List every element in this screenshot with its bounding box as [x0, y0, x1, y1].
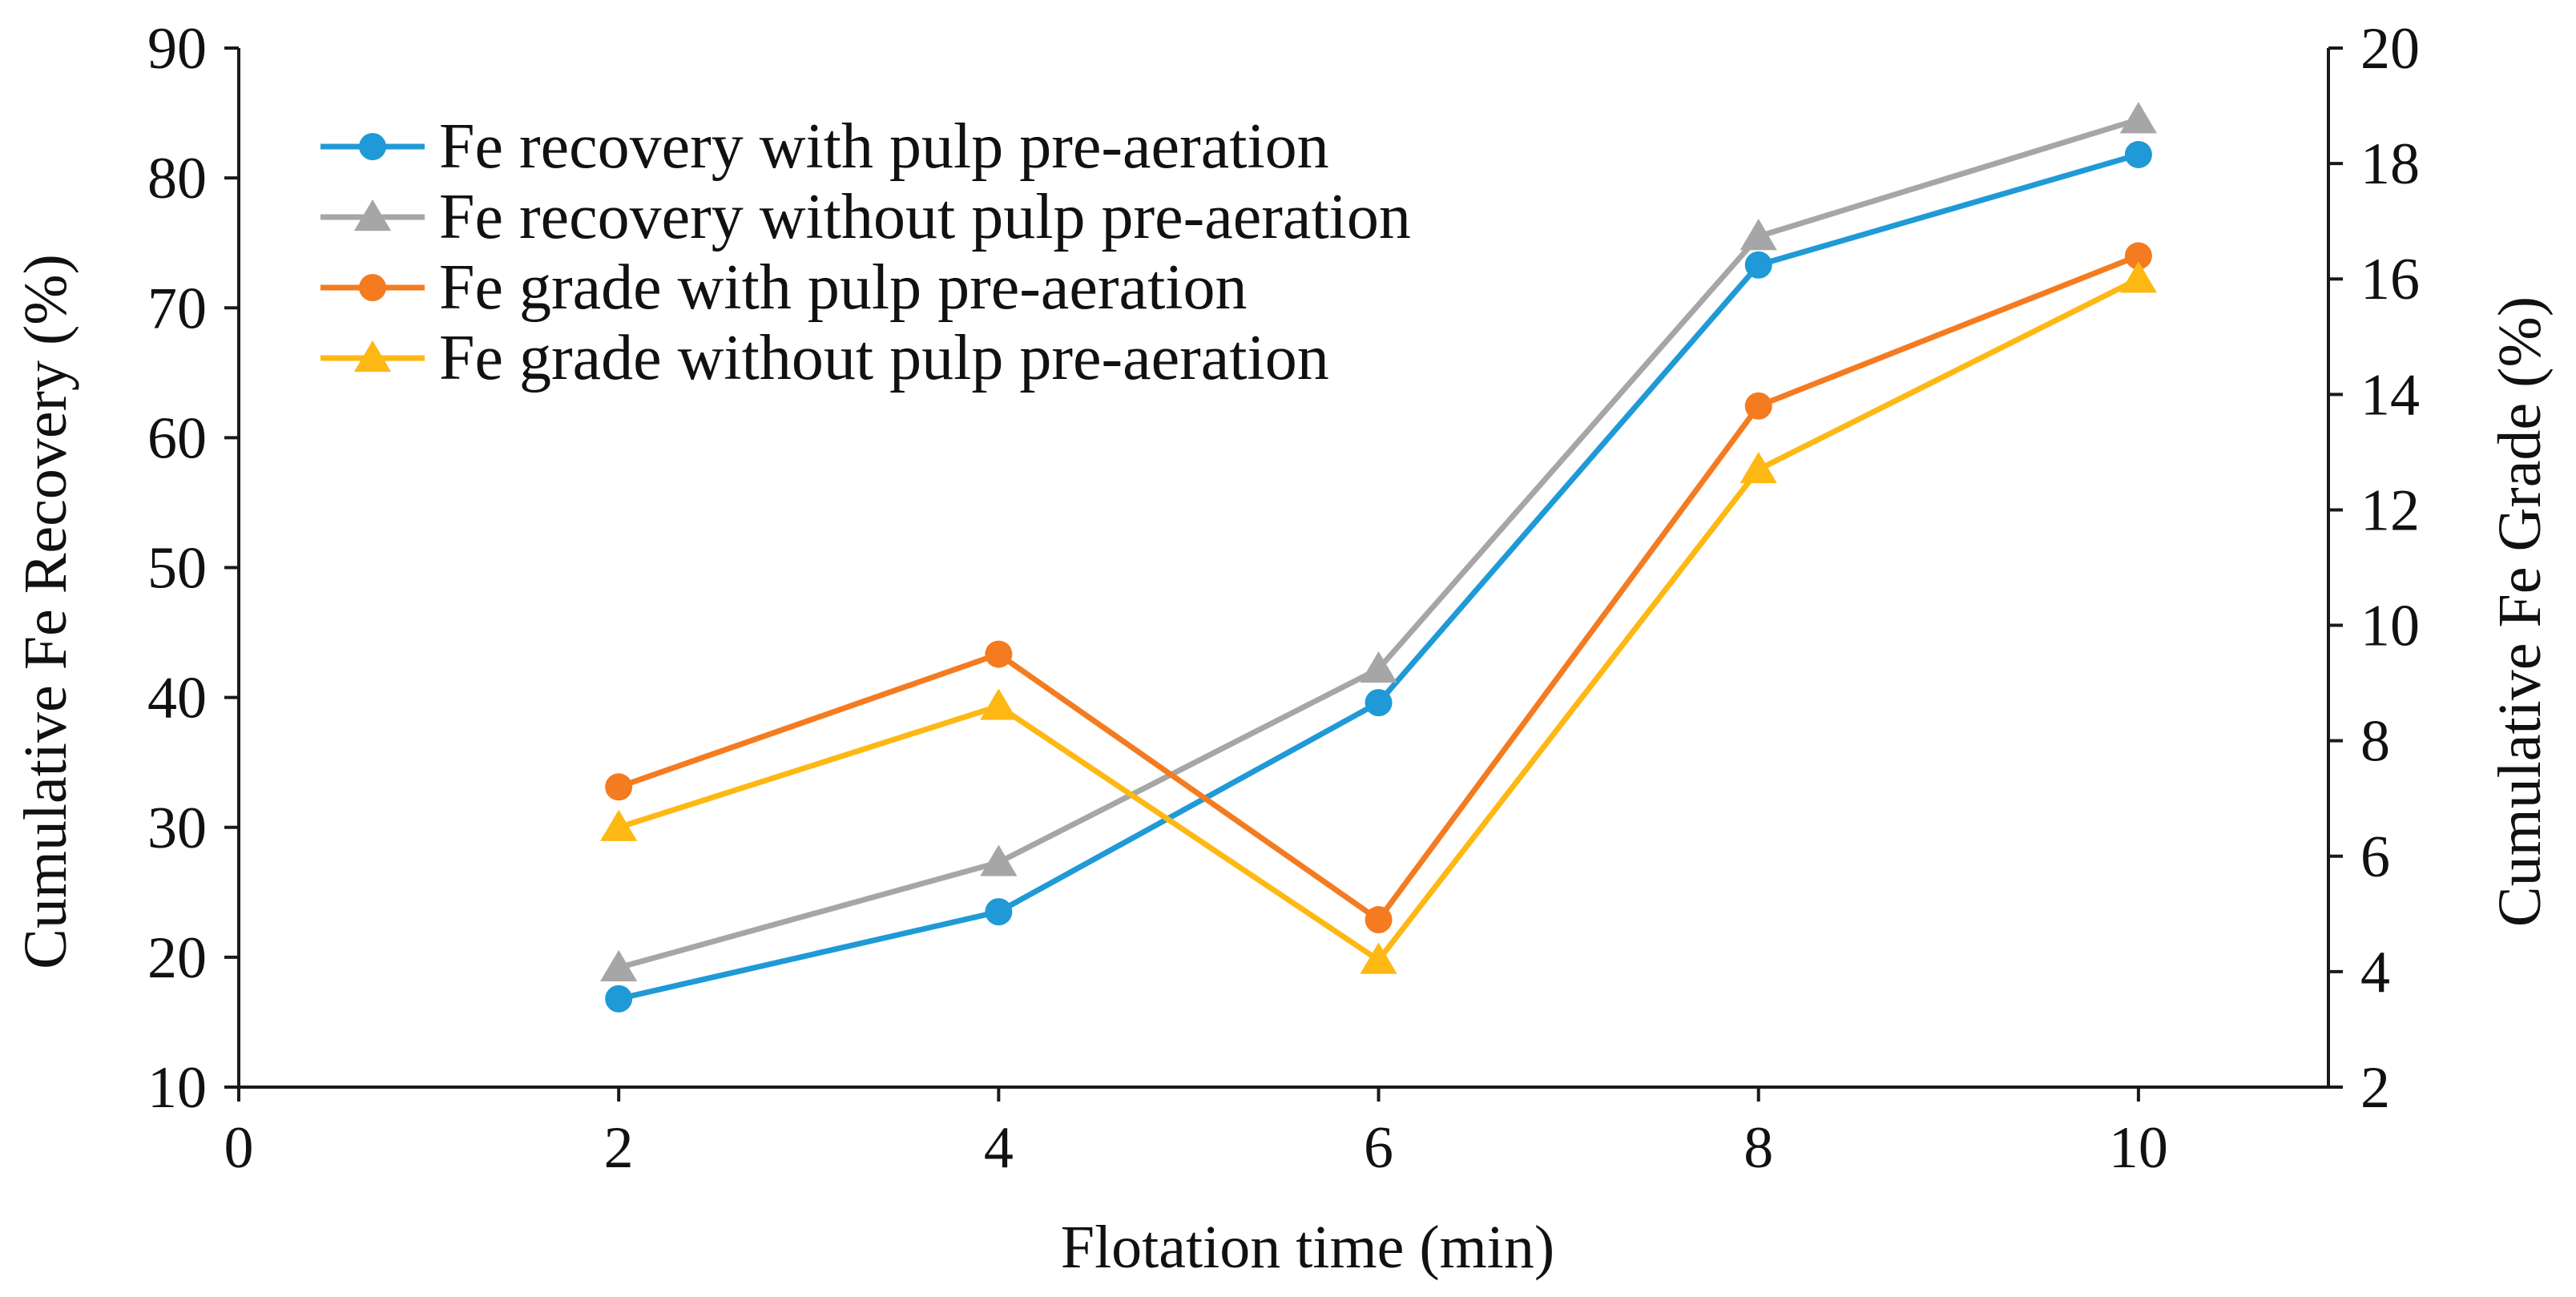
x-tick-label: 4 — [984, 1115, 1014, 1181]
x-tick-label: 2 — [604, 1115, 634, 1181]
data-point — [2119, 261, 2158, 293]
data-point — [2124, 140, 2152, 168]
data-point — [980, 688, 1018, 720]
data-point — [985, 640, 1013, 668]
legend-item: Fe grade without pulp pre-aeration — [320, 323, 1329, 393]
y-left-tick-label: 60 — [147, 405, 207, 471]
data-point — [1744, 251, 1772, 279]
x-axis-title: Flotation time (min) — [1061, 1214, 1554, 1281]
data-point — [985, 898, 1013, 926]
y-axis-left-title: Cumulative Fe Recovery (%) — [12, 254, 79, 969]
y-left-tick-label: 50 — [147, 536, 207, 602]
data-point — [1744, 392, 1772, 420]
legend-label: Fe recovery with pulp pre-aeration — [439, 111, 1329, 182]
series-layer — [600, 102, 2158, 1013]
series-3 — [600, 261, 2158, 974]
data-point — [605, 773, 633, 801]
y-right-tick-label: 10 — [2360, 594, 2420, 659]
data-point — [1360, 651, 1397, 683]
legend-item: Fe grade with pulp pre-aeration — [320, 252, 1248, 323]
y-right-tick-label: 16 — [2360, 247, 2420, 312]
x-tick-label: 6 — [1364, 1115, 1393, 1181]
data-point — [2119, 102, 2158, 134]
data-point — [1365, 906, 1393, 934]
y-left-tick-label: 30 — [147, 796, 207, 861]
y-left-tick-label: 40 — [147, 666, 207, 731]
series-1 — [600, 102, 2158, 982]
y-right-tick-label: 18 — [2360, 131, 2420, 197]
y-left-tick-label: 10 — [147, 1055, 207, 1121]
data-point — [600, 949, 638, 982]
y-left-tick-label: 90 — [147, 16, 207, 82]
legend-marker — [353, 199, 392, 232]
data-point — [980, 844, 1018, 876]
y-right-tick-label: 12 — [2360, 477, 2420, 543]
y-right-tick-label: 8 — [2360, 709, 2390, 775]
y-right-tick-label: 20 — [2360, 16, 2420, 82]
data-point — [1360, 942, 1397, 974]
series-0 — [605, 140, 2152, 1013]
legend-label: Fe recovery without pulp pre-aeration — [439, 182, 1411, 252]
x-tick-label: 10 — [2109, 1115, 2168, 1181]
legend-marker — [353, 340, 392, 373]
data-point — [600, 809, 638, 841]
legend-label: Fe grade with pulp pre-aeration — [439, 252, 1248, 323]
legend-item: Fe recovery without pulp pre-aeration — [320, 182, 1411, 252]
data-point — [2124, 242, 2152, 270]
y-left-tick-label: 70 — [147, 276, 207, 341]
legend-label: Fe grade without pulp pre-aeration — [439, 323, 1329, 393]
y-right-tick-label: 6 — [2360, 824, 2390, 890]
x-tick-label: 0 — [224, 1115, 254, 1181]
data-point — [1740, 452, 1777, 484]
legend-marker — [359, 274, 386, 301]
y-right-tick-label: 2 — [2360, 1055, 2390, 1121]
data-point — [605, 985, 633, 1013]
y-right-tick-label: 14 — [2360, 362, 2420, 428]
data-point — [1740, 219, 1777, 251]
y-axis-right-title: Cumulative Fe Grade (%) — [2486, 296, 2554, 927]
series-2 — [605, 242, 2152, 934]
legend-marker — [359, 133, 386, 160]
y-left-tick-label: 80 — [147, 146, 207, 211]
axes: 0 2 4 6 8 10 10 20 30 40 50 60 70 80 90 2 4 6 8 10 12 14 16 18 2… — [147, 16, 2420, 1181]
x-tick-label: 8 — [1744, 1115, 1773, 1181]
data-point — [1365, 689, 1393, 717]
y-left-tick-label: 20 — [147, 925, 207, 991]
y-right-tick-label: 4 — [2360, 940, 2390, 1005]
legend-item: Fe recovery with pulp pre-aeration — [320, 111, 1329, 182]
